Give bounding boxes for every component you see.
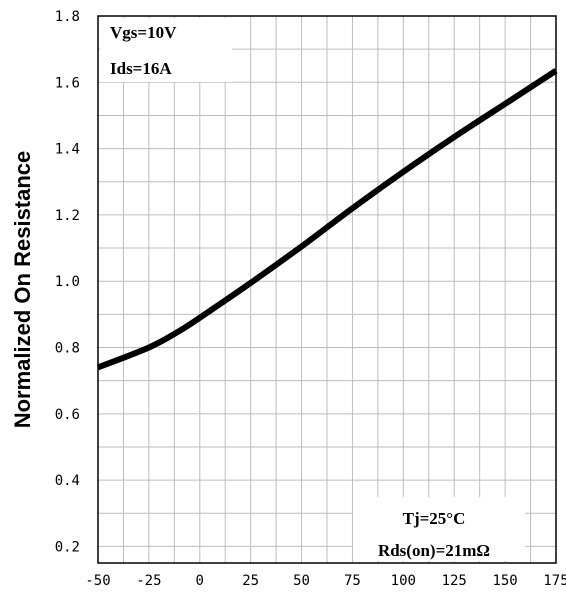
y-tick-labels: 0.2 0.4 0.6 0.8 1.0 1.2 1.4 1.6 1.8 — [55, 9, 80, 555]
x-tick-label: 175 — [543, 573, 566, 589]
annotation-box-bottom-right — [353, 497, 525, 561]
x-tick-label: 75 — [344, 573, 361, 589]
annotation-bottom-right: Tj=25°C Rds(on)=21mΩ — [378, 509, 490, 560]
y-tick-label: 0.6 — [55, 407, 80, 423]
y-tick-label: 1.2 — [55, 208, 80, 224]
x-tick-label: -25 — [136, 573, 161, 589]
x-tick-label: 25 — [242, 573, 259, 589]
x-tick-label: 50 — [293, 573, 310, 589]
y-tick-label: 0.2 — [55, 539, 80, 555]
annotation-top-left: Vgs=10V Ids=16A — [110, 23, 177, 78]
y-tick-label: 0.8 — [55, 341, 80, 357]
y-tick-label: 0.4 — [55, 473, 80, 489]
annotation-vgs: Vgs=10V — [110, 23, 177, 42]
x-tick-label: 150 — [492, 573, 517, 589]
annotation-tj: Tj=25°C — [403, 509, 466, 528]
curve-layer — [96, 68, 558, 371]
series-line — [96, 68, 558, 371]
x-tick-label: -50 — [85, 573, 110, 589]
x-tick-label: 125 — [442, 573, 467, 589]
annotation-ids: Ids=16A — [110, 59, 172, 78]
x-tick-labels: -50 -25 0 25 50 75 100 125 150 175 — [85, 573, 566, 589]
x-tick-label: 100 — [391, 573, 416, 589]
y-tick-label: 1.0 — [55, 274, 80, 290]
annotation-background — [100, 18, 525, 561]
annotation-rdson: Rds(on)=21mΩ — [378, 541, 490, 560]
y-tick-label: 1.8 — [55, 9, 80, 25]
y-tick-label: 1.6 — [55, 75, 80, 91]
plot-frame — [97, 15, 557, 564]
y-axis-label: Normalized On Resistance — [10, 151, 35, 429]
x-tick-label: 0 — [196, 573, 204, 589]
annotation-box-top-left — [100, 18, 232, 82]
grid — [98, 16, 556, 563]
y-tick-label: 1.4 — [55, 142, 80, 158]
